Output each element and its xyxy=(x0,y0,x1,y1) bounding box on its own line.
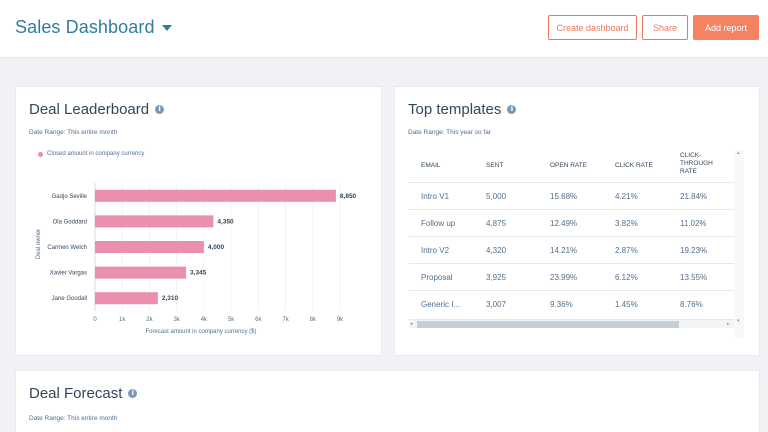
table-row[interactable]: Follow up 4,875 12.49% 3.82% 11.02% xyxy=(409,209,734,236)
x-tick-label: 3k xyxy=(173,317,180,323)
scroll-left-icon[interactable]: ◂ xyxy=(410,321,413,327)
x-tick-label: 4k xyxy=(201,317,208,323)
table-cell: 15.68% xyxy=(550,192,578,201)
scroll-right-icon[interactable]: ▸ xyxy=(727,321,730,327)
table-cell: 3,925 xyxy=(486,273,507,282)
table-cell[interactable]: Intro V2 xyxy=(421,246,450,255)
chart-legend: Closed amount in company currency xyxy=(38,151,144,157)
add-report-button[interactable]: Add report xyxy=(693,15,759,40)
share-button[interactable]: Share xyxy=(642,15,688,40)
category-label: Jane Goodall xyxy=(52,296,87,302)
bar[interactable] xyxy=(95,189,336,202)
bar-chart: Gadjo Seville Ola Goddard Carmen Welch Xavi… xyxy=(36,183,357,335)
table-cell[interactable]: Follow up xyxy=(421,219,456,228)
info-icon[interactable]: i xyxy=(155,105,165,114)
scrollbar-thumb[interactable] xyxy=(417,321,679,328)
templates-table: EMAIL SENT OPEN RATE CLICK RATE CLICK- T… xyxy=(409,150,734,328)
table-cell: 6.12% xyxy=(615,273,638,282)
category-label: Carmen Welch xyxy=(47,245,87,251)
table-cell: 9.36% xyxy=(550,300,573,309)
column-header-email[interactable]: EMAIL xyxy=(421,162,441,169)
table-cell: 8.76% xyxy=(680,300,703,309)
table-cell[interactable]: Intro V1 xyxy=(421,192,450,201)
bar[interactable] xyxy=(95,215,214,228)
bar[interactable] xyxy=(95,266,187,279)
data-label: 3,345 xyxy=(190,270,207,277)
info-icon[interactable]: i xyxy=(507,105,517,114)
dashboard-selector[interactable]: Sales Dashboard xyxy=(15,17,172,38)
date-range-label: Date Range: This entire month xyxy=(29,129,118,136)
scroll-down-icon[interactable]: ▾ xyxy=(737,318,740,324)
legend-label: Closed amount in company currency xyxy=(47,151,145,157)
top-templates-title: Top templates i xyxy=(408,101,517,118)
table-cell: 11.02% xyxy=(680,219,707,228)
data-label: 4,000 xyxy=(208,244,225,251)
table-row[interactable]: Proposal 3,925 23.99% 6.12% 13.55% xyxy=(409,263,734,290)
table-cell: 13.55% xyxy=(680,273,708,282)
deal-forecast-title: Deal Forecast i xyxy=(29,385,138,402)
deal-leaderboard-title: Deal Leaderboard i xyxy=(29,101,165,118)
data-label: 2,310 xyxy=(162,295,179,302)
column-header-sent[interactable]: SENT xyxy=(486,162,504,169)
table-cell: 4,875 xyxy=(486,219,507,228)
create-dashboard-button[interactable]: Create dashboard xyxy=(548,15,637,40)
table-cell: 3,007 xyxy=(486,300,507,309)
table-row[interactable]: Intro V1 5,000 15.68% 4.21% 21.84% xyxy=(409,182,734,209)
table-cell[interactable]: Generic I... xyxy=(421,300,461,309)
x-tick-label: 2k xyxy=(146,317,153,323)
table-cell: 4,320 xyxy=(486,246,507,255)
x-tick-label: 9k xyxy=(337,317,344,323)
top-templates-card: Top templates i Date Range: This year so… xyxy=(394,86,760,356)
date-range-label: Date Range: This year so far xyxy=(408,129,491,136)
x-tick-label: 1k xyxy=(119,317,126,323)
horizontal-scrollbar[interactable]: ◂ ▸ xyxy=(409,319,734,328)
x-tick-label: 6k xyxy=(255,317,262,323)
column-header-click-rate[interactable]: CLICK RATE xyxy=(615,162,653,169)
date-range-label: Date Range: This entire month xyxy=(29,415,118,422)
table-cell: 1.45% xyxy=(615,300,638,309)
table-cell: 12.49% xyxy=(550,219,578,228)
info-icon[interactable]: i xyxy=(128,389,138,398)
table-cell: 23.99% xyxy=(550,273,578,282)
scroll-up-icon[interactable]: ▴ xyxy=(737,150,740,156)
data-label: 4,350 xyxy=(217,218,234,225)
table-cell: 5,000 xyxy=(486,192,507,201)
data-label: 8,850 xyxy=(340,193,357,200)
table-cell: 2.87% xyxy=(615,246,638,255)
table-cell: 14.21% xyxy=(550,246,578,255)
table-row[interactable]: Intro V2 4,320 14.21% 2.87% 19.23% xyxy=(409,236,734,263)
top-bar: Sales Dashboard Create dashboard Share A… xyxy=(0,0,768,58)
legend-swatch xyxy=(38,151,43,157)
x-tick-label: 5k xyxy=(228,317,235,323)
table-cell: 21.84% xyxy=(680,192,708,201)
category-label: Ola Goddard xyxy=(53,219,87,225)
table-cell[interactable]: Proposal xyxy=(421,273,453,282)
category-label: Xavier Vargas xyxy=(50,271,87,277)
x-tick-label: 8k xyxy=(310,317,317,323)
y-axis-label: Deal owner xyxy=(36,229,42,259)
vertical-scrollbar[interactable]: ▴ ▾ xyxy=(734,150,744,338)
deal-leaderboard-card: Deal Leaderboard i Date Range: This enti… xyxy=(15,86,382,356)
table-cell: 4.21% xyxy=(615,192,638,201)
x-tick-label: 7k xyxy=(282,317,289,323)
deal-forecast-card: Deal Forecast i Date Range: This entire … xyxy=(15,370,760,432)
bar[interactable] xyxy=(95,292,158,305)
caret-down-icon xyxy=(161,24,172,31)
x-tick-label: 0 xyxy=(93,317,97,323)
bar[interactable] xyxy=(95,241,204,253)
dashboard-title: Sales Dashboard xyxy=(15,17,155,37)
x-axis-label: Forecast amount in company currency ($) xyxy=(145,329,256,335)
category-label: Gadjo Seville xyxy=(52,194,88,200)
table-cell: 3.82% xyxy=(615,219,638,228)
table-cell: 19.23% xyxy=(680,246,708,255)
table-row[interactable]: Generic I... 3,007 9.36% 1.45% 8.76% xyxy=(409,290,734,317)
column-header-open-rate[interactable]: OPEN RATE xyxy=(550,162,588,169)
column-header-click-through-rate[interactable]: CLICK- THROUGH RATE xyxy=(680,152,713,175)
